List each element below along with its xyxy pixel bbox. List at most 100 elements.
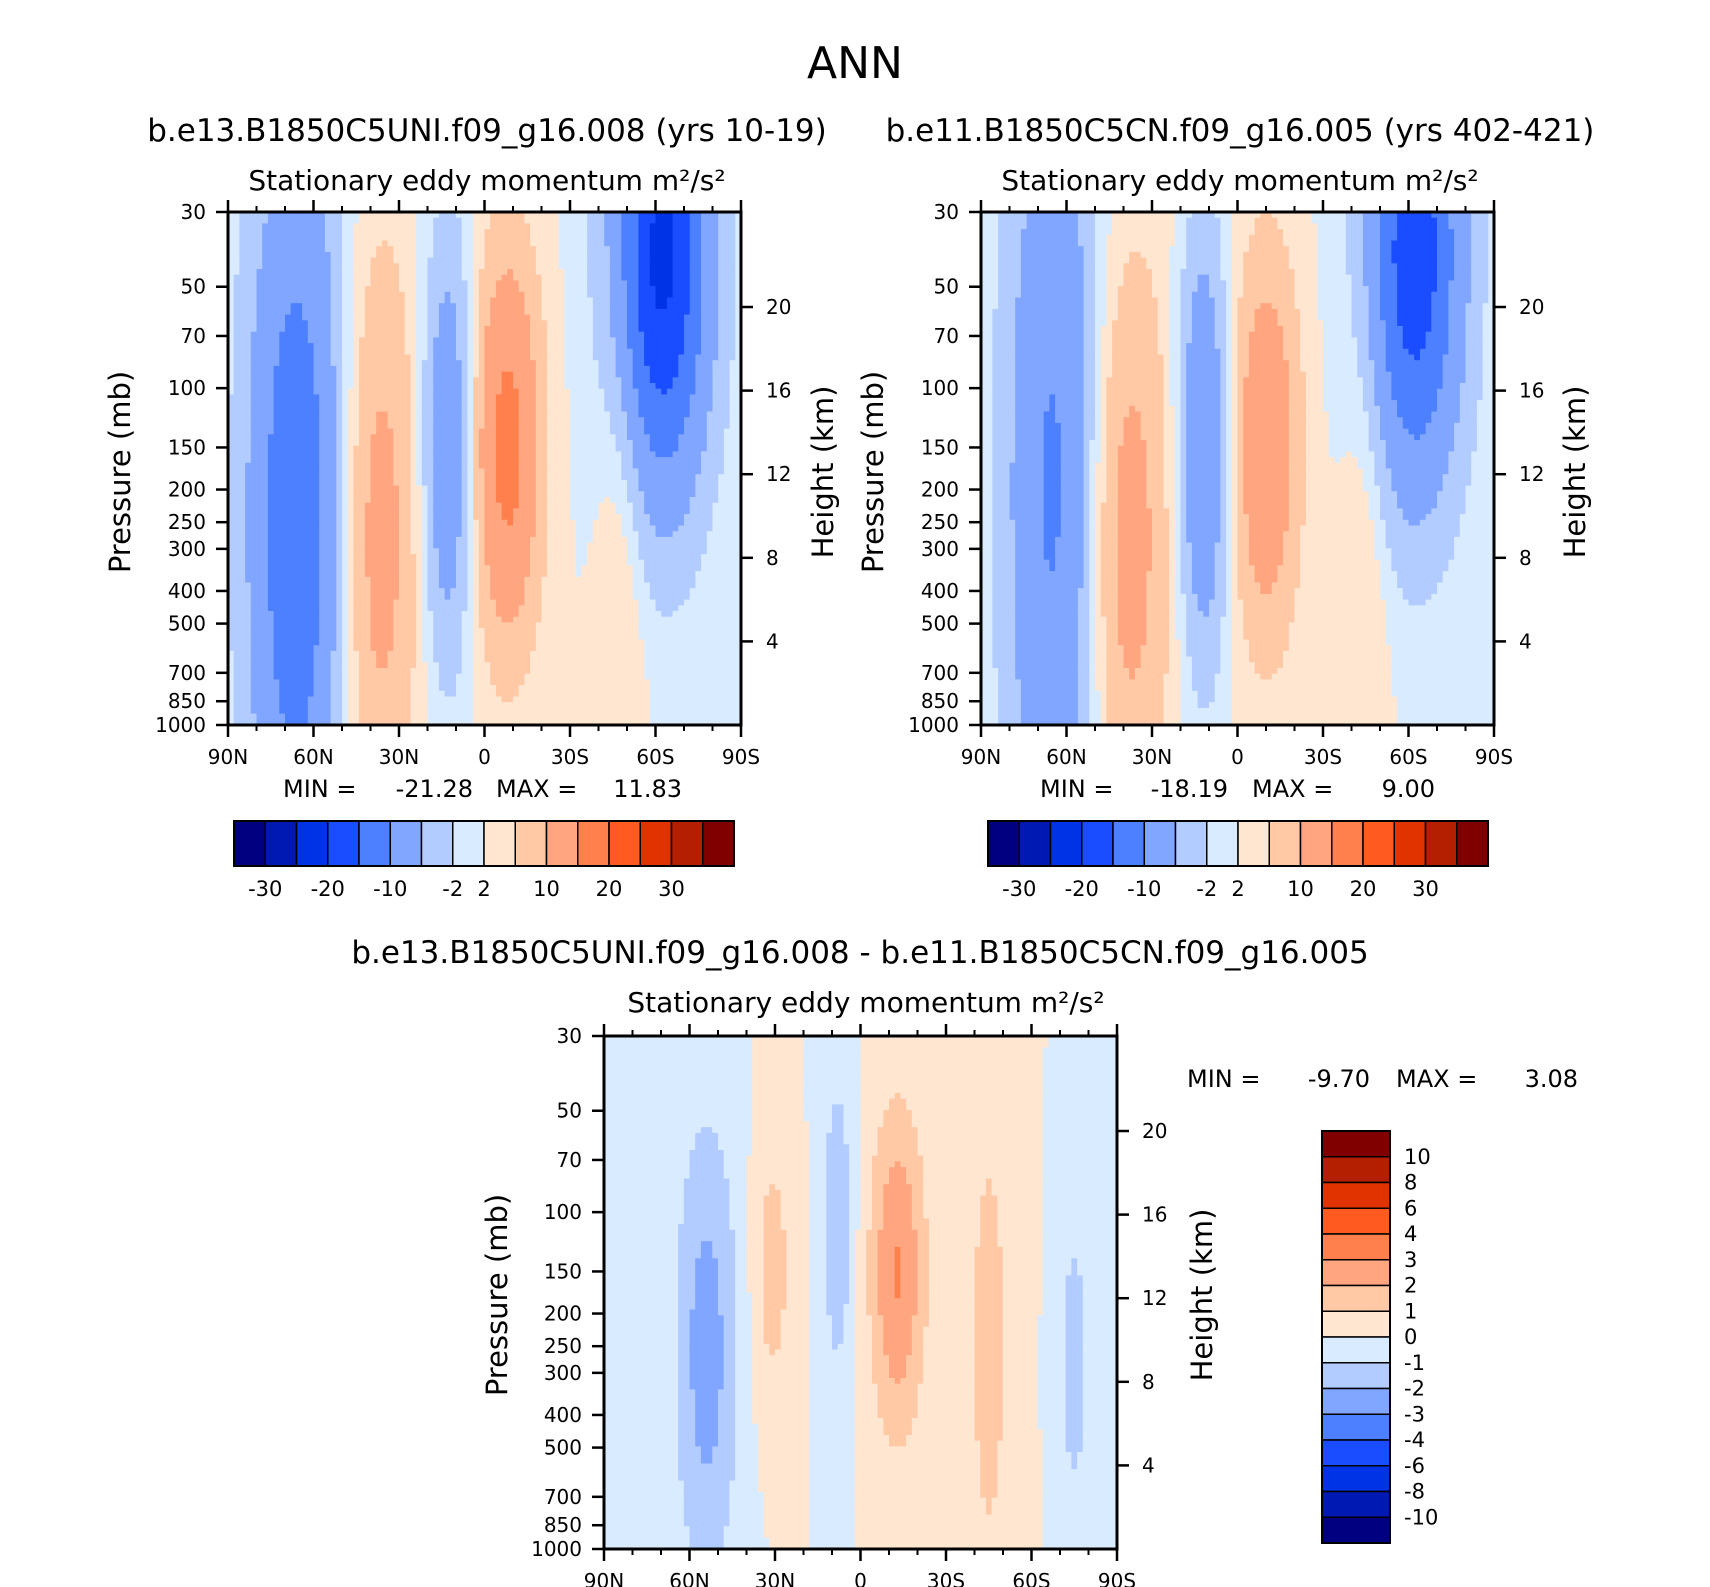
case2-min-label: MIN = <box>1040 775 1113 803</box>
case1-colorbar-swatch <box>295 820 329 867</box>
case2-ytick-label: 300 <box>921 537 959 561</box>
difference-ytick-right-label: 8 <box>1142 1370 1155 1394</box>
case2-xtick-label: 90S <box>1475 745 1513 769</box>
difference-colorbar-swatch <box>1321 1130 1391 1158</box>
difference-colorbar-swatch <box>1321 1284 1391 1312</box>
case2-colorbar-swatch <box>1424 820 1458 867</box>
case2-colorbar-swatch <box>1456 820 1489 867</box>
case1-ytick-right-label: 20 <box>766 295 791 319</box>
case1-colorbar-swatch <box>577 820 610 867</box>
case1-xtick-label: 90N <box>208 745 248 769</box>
difference-colorbar-label: 4 <box>1404 1222 1417 1246</box>
case1-colorbar-swatch <box>514 820 548 867</box>
case1-xtick-label: 30N <box>379 745 419 769</box>
case2-xtick-label: 0 <box>1231 745 1244 769</box>
case1-colorbar-swatch <box>702 820 735 867</box>
case1-colorbar-swatch <box>608 820 641 867</box>
difference-colorbar-label: -8 <box>1404 1480 1425 1504</box>
case2-plot-area: 90N 60N 30N 0 30S 60S 90S 30 50 70 100 150 200 250 300… <box>908 200 1544 769</box>
case2-colorbar-swatch <box>1268 820 1302 867</box>
case2-colorbar-label: -2 <box>1196 877 1217 901</box>
difference-ylabel-right: Height (km) <box>1185 1209 1219 1382</box>
case1-colorbar-label: 10 <box>533 877 560 901</box>
difference-colorbar-label: 0 <box>1404 1325 1417 1349</box>
case1-ytick-right-label: 12 <box>766 462 791 486</box>
difference-ytick-right-label: 20 <box>1142 1119 1167 1143</box>
difference-ytick-label: 200 <box>544 1302 582 1326</box>
difference-xtick-label: 30S <box>927 1569 965 1587</box>
case2-colorbar-label: 10 <box>1287 877 1314 901</box>
difference-colorbar-label: 2 <box>1404 1274 1417 1298</box>
difference-colorbar-swatch <box>1321 1490 1391 1518</box>
difference-colorbar-swatch <box>1321 1207 1391 1235</box>
case1-colorbar-label: 2 <box>477 877 490 901</box>
case1-min-label: MIN = <box>283 775 356 803</box>
case2-colorbar-swatch <box>1299 820 1333 867</box>
difference-xtick-label: 0 <box>854 1569 867 1587</box>
difference-colorbar-swatch <box>1321 1516 1391 1544</box>
difference-colorbar-label: -6 <box>1404 1454 1425 1478</box>
difference-xtick-label: 90S <box>1098 1569 1136 1587</box>
difference-colorbar-swatch <box>1321 1259 1391 1287</box>
difference-xtick-label: 30N <box>755 1569 795 1587</box>
case2-ytick-right-label: 8 <box>1519 546 1532 570</box>
case1-colorbar-swatch <box>639 820 673 867</box>
case1-plot-area: 90N 60N 30N 0 30S 60S 90S 30 50 70 100 150 200 250 300… <box>155 200 791 769</box>
case1-colorbar-label: 30 <box>658 877 685 901</box>
case1-xtick-label: 60N <box>293 745 333 769</box>
case1-ytick-label: 50 <box>181 275 206 299</box>
case1-ytick-label: 300 <box>168 537 206 561</box>
difference-ytick-label: 300 <box>544 1361 582 1385</box>
difference-ytick-label: 250 <box>544 1334 582 1358</box>
case2-colorbar-swatch <box>1049 820 1083 867</box>
case2-ytick-label: 500 <box>921 612 959 636</box>
case2-ytick-label: 850 <box>921 689 959 713</box>
difference-colorbar-label: 6 <box>1404 1196 1417 1220</box>
case1-colorbar-swatch <box>327 820 360 867</box>
case1-colorbar-swatch <box>358 820 391 867</box>
case2-xtick-label: 30N <box>1132 745 1172 769</box>
difference-ytick-label: 850 <box>544 1513 582 1537</box>
difference-colorbar-swatch <box>1321 1336 1391 1364</box>
case1-xtick-label: 90S <box>722 745 760 769</box>
difference-ytick-right-label: 4 <box>1142 1453 1155 1477</box>
difference-colorbar-label: -1 <box>1404 1351 1425 1375</box>
difference-plot-title: Stationary eddy momentum m²/s² <box>627 986 1104 1019</box>
case1-xtick-label: 30S <box>551 745 589 769</box>
difference-colorbar-swatch <box>1321 1233 1391 1261</box>
case2-xtick-label: 60S <box>1389 745 1427 769</box>
case2-ytick-label: 30 <box>934 200 959 224</box>
case2-ytick-label: 150 <box>921 435 959 459</box>
difference-colorbar-label: -2 <box>1404 1377 1425 1401</box>
difference-colorbar-label: -10 <box>1404 1505 1438 1529</box>
difference-xtick-label: 90N <box>584 1569 624 1587</box>
case2-title: b.e11.B1850C5CN.f09_g16.005 (yrs 402-421… <box>886 113 1595 149</box>
case1-colorbar-swatch <box>233 820 266 867</box>
difference-colorbar-swatch <box>1321 1310 1391 1338</box>
case2-ytick-right-label: 16 <box>1519 379 1544 403</box>
difference-xtick-label: 60S <box>1012 1569 1050 1587</box>
case2-colorbar-swatch <box>1081 820 1114 867</box>
case2-colorbar-swatch <box>1174 820 1208 867</box>
difference-colorbar-swatch <box>1321 1439 1391 1467</box>
difference-ytick-label: 70 <box>557 1148 582 1172</box>
case2-colorbar-swatch <box>1143 820 1177 867</box>
difference-colorbar-label: 8 <box>1404 1171 1417 1195</box>
case1-plot-title: Stationary eddy momentum m²/s² <box>248 164 725 197</box>
case1-colorbar-swatch <box>264 820 298 867</box>
case1-ytick-label: 250 <box>168 510 206 534</box>
case1-ytick-right-label: 8 <box>766 546 779 570</box>
case1-colorbar-label: 20 <box>596 877 623 901</box>
case1-colorbar-label: -2 <box>442 877 463 901</box>
case2-colorbar-label: 30 <box>1412 877 1439 901</box>
difference-ytick-right-label: 12 <box>1142 1286 1167 1310</box>
case2-colorbar-label: 2 <box>1231 877 1244 901</box>
difference-xtick-label: 60N <box>669 1569 709 1587</box>
case1-max-label: MAX = <box>496 775 577 803</box>
difference-field <box>604 1036 1117 1549</box>
case1-colorbar-swatch <box>545 820 579 867</box>
case2-ytick-label: 70 <box>934 324 959 348</box>
case2-max-label: MAX = <box>1252 775 1333 803</box>
